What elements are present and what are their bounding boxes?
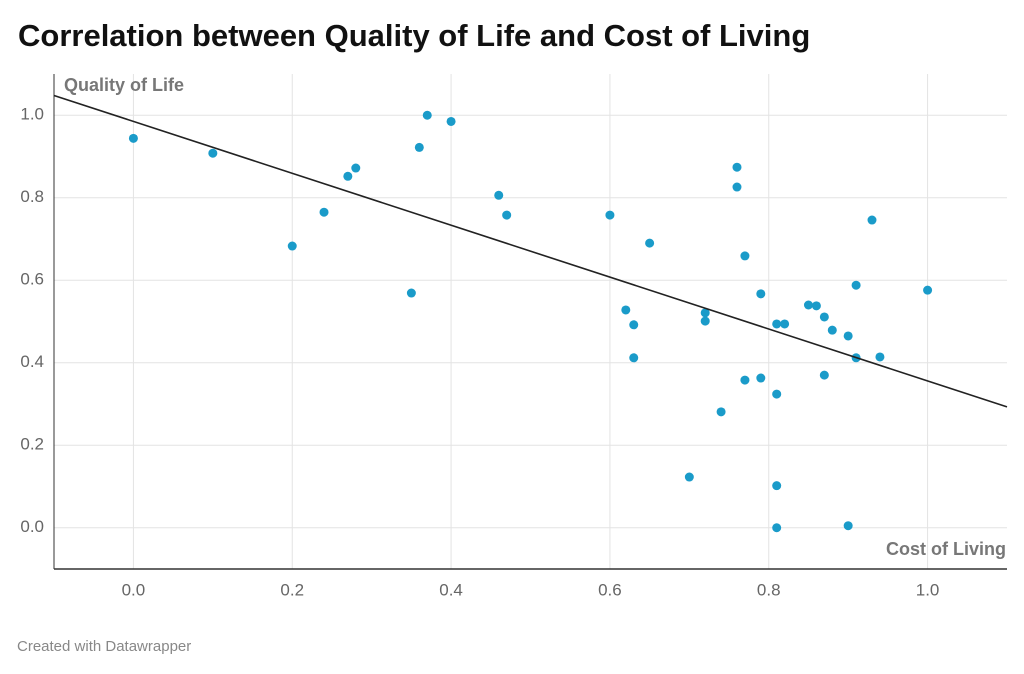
point [422, 110, 432, 120]
point [772, 389, 782, 399]
point [732, 162, 742, 172]
point [208, 148, 218, 158]
x-tick-label: 0.6 [598, 580, 622, 599]
point [740, 375, 750, 385]
point [700, 316, 710, 326]
point [732, 182, 742, 192]
point [319, 207, 329, 217]
point [772, 481, 782, 491]
x-tick-label: 0.8 [757, 580, 781, 599]
point [629, 320, 639, 330]
y-tick-label: 0.0 [20, 517, 44, 536]
point [923, 285, 933, 295]
x-tick-label: 0.0 [122, 580, 146, 599]
point [827, 325, 837, 335]
point [684, 472, 694, 482]
point [414, 142, 424, 152]
point [819, 312, 829, 322]
trend-line [53, 94, 1008, 408]
x-tick-label: 1.0 [916, 580, 940, 599]
point [803, 300, 813, 310]
point [780, 319, 790, 329]
point [605, 210, 615, 220]
y-tick-label: 0.6 [20, 270, 44, 289]
x-tick-label: 0.4 [439, 580, 463, 599]
point [875, 352, 885, 362]
point [843, 331, 853, 341]
point [756, 373, 766, 383]
point [287, 241, 297, 251]
x-tick-label: 0.2 [280, 580, 304, 599]
point [811, 301, 821, 311]
point [772, 523, 782, 533]
point [819, 370, 829, 380]
point [867, 215, 877, 225]
point [843, 521, 853, 531]
y-tick-label: 0.2 [20, 435, 44, 454]
point [351, 163, 361, 173]
point [740, 251, 750, 261]
point [700, 308, 710, 318]
point [716, 407, 726, 417]
point [851, 280, 861, 290]
y-axis-label: Quality of Life [64, 75, 184, 95]
y-tick-label: 0.8 [20, 187, 44, 206]
footer: Created with Datawrapper [17, 638, 191, 655]
point [772, 319, 782, 329]
x-axis-label: Cost of Living [886, 539, 1006, 559]
point [502, 210, 512, 220]
y-tick-label: 1.0 [20, 105, 44, 124]
chart-title: Correlation between Quality of Life and … [18, 18, 810, 53]
point [406, 288, 416, 298]
point [128, 133, 138, 143]
point [621, 305, 631, 315]
point [645, 238, 655, 248]
point [629, 353, 639, 363]
y-tick-label: 0.4 [20, 352, 44, 371]
point [494, 190, 504, 200]
point [756, 289, 766, 299]
point [446, 116, 456, 126]
point [343, 171, 353, 181]
